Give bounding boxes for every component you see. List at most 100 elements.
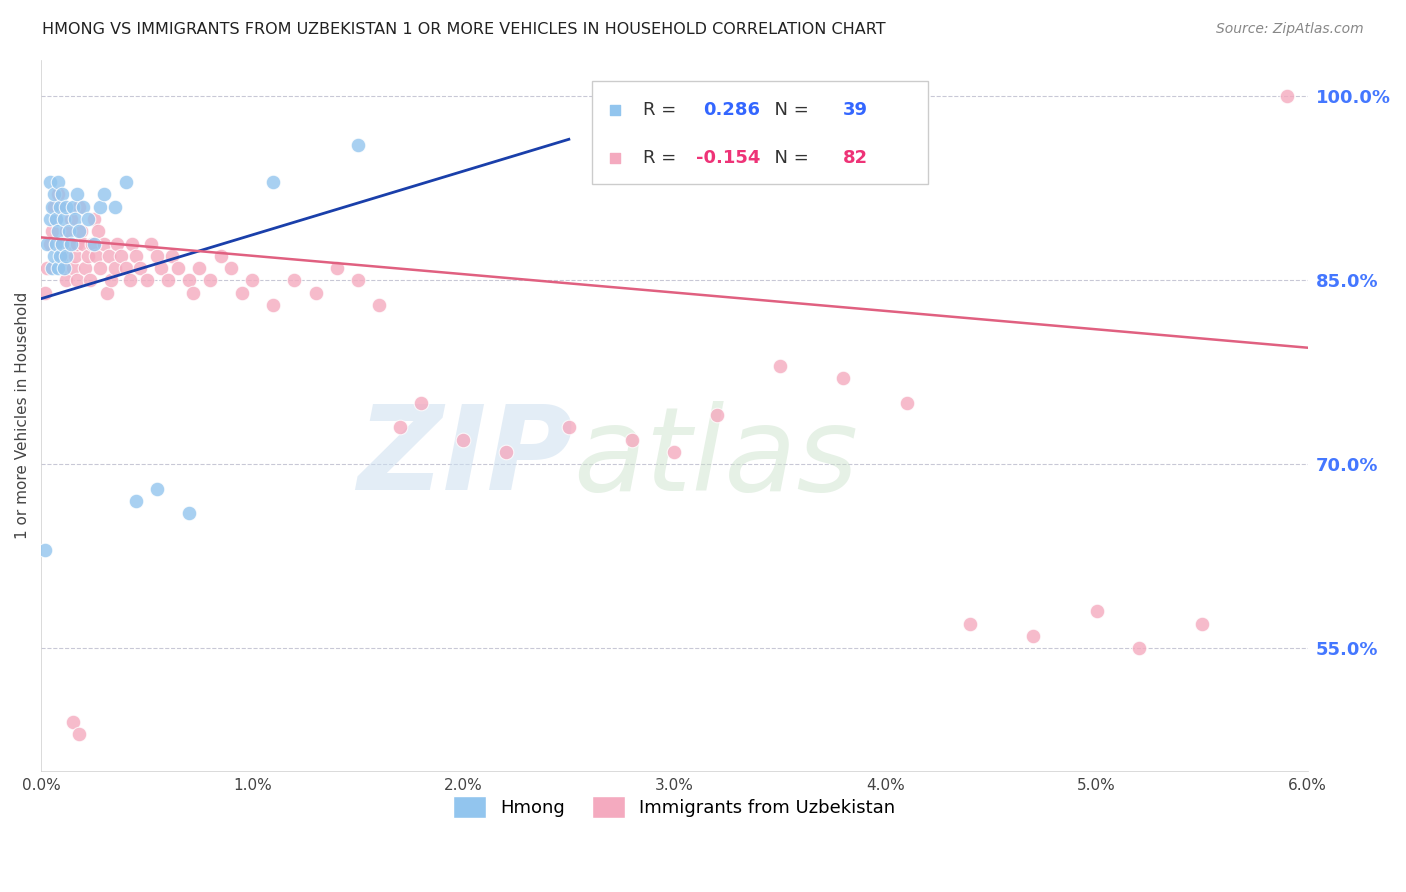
- Point: [262, 175, 284, 189]
- Point: [346, 138, 368, 153]
- Point: [769, 359, 792, 373]
- Point: [558, 420, 581, 434]
- Point: [76, 249, 98, 263]
- Point: [121, 236, 143, 251]
- Point: [63, 249, 86, 263]
- Text: -0.154: -0.154: [696, 149, 761, 168]
- Text: N =: N =: [763, 101, 814, 119]
- Point: [66, 187, 89, 202]
- Point: [46, 260, 69, 275]
- Point: [150, 260, 173, 275]
- Point: [181, 285, 204, 300]
- Point: [105, 236, 128, 251]
- Point: [1022, 629, 1045, 643]
- Text: 39: 39: [842, 101, 868, 119]
- Point: [96, 285, 118, 300]
- Text: 82: 82: [842, 149, 868, 168]
- Point: [1191, 616, 1213, 631]
- Point: [45, 236, 67, 251]
- Point: [59, 211, 82, 226]
- Point: [53, 260, 76, 275]
- Point: [49, 236, 72, 251]
- Point: [110, 249, 132, 263]
- Point: [100, 273, 122, 287]
- Point: [38, 211, 60, 226]
- Point: [125, 494, 148, 508]
- Point: [51, 187, 73, 202]
- Point: [41, 260, 63, 275]
- Point: [621, 433, 644, 447]
- Point: [63, 211, 86, 226]
- Point: [41, 224, 63, 238]
- Point: [167, 260, 190, 275]
- Point: [46, 175, 69, 189]
- Bar: [592, 81, 928, 184]
- Point: [41, 200, 63, 214]
- Point: [70, 224, 93, 238]
- Point: [896, 396, 918, 410]
- Point: [51, 200, 73, 214]
- Point: [104, 200, 127, 214]
- Point: [93, 187, 115, 202]
- Point: [1128, 641, 1150, 656]
- Point: [58, 236, 80, 251]
- Point: [231, 285, 253, 300]
- Text: R =: R =: [643, 101, 682, 119]
- Point: [160, 249, 183, 263]
- Point: [51, 249, 73, 263]
- Point: [67, 224, 90, 238]
- Point: [135, 273, 157, 287]
- Point: [72, 200, 94, 214]
- Point: [55, 224, 77, 238]
- Point: [83, 236, 105, 251]
- Point: [177, 506, 200, 520]
- Point: [388, 420, 411, 434]
- Point: [80, 236, 103, 251]
- Point: [34, 543, 56, 558]
- Point: [1085, 604, 1108, 618]
- Point: [55, 200, 77, 214]
- Point: [66, 236, 89, 251]
- Point: [34, 285, 56, 300]
- Point: [38, 175, 60, 189]
- Point: [53, 260, 76, 275]
- Point: [156, 273, 179, 287]
- Point: [346, 273, 368, 287]
- Point: [58, 224, 80, 238]
- Point: [146, 482, 169, 496]
- Point: [42, 200, 65, 214]
- Point: [53, 211, 76, 226]
- Point: [129, 260, 152, 275]
- Point: [97, 249, 120, 263]
- Point: [283, 273, 305, 287]
- Point: [664, 445, 686, 459]
- Point: [832, 371, 855, 385]
- Text: ZIP: ZIP: [357, 401, 574, 516]
- Point: [67, 727, 90, 741]
- Point: [262, 298, 284, 312]
- Legend: Hmong, Immigrants from Uzbekistan: Hmong, Immigrants from Uzbekistan: [446, 789, 903, 826]
- Point: [42, 187, 65, 202]
- Point: [409, 396, 432, 410]
- Point: [139, 236, 162, 251]
- Point: [62, 200, 84, 214]
- Point: [89, 200, 111, 214]
- Point: [37, 236, 59, 251]
- Text: R =: R =: [643, 149, 682, 168]
- Point: [104, 260, 127, 275]
- Point: [367, 298, 389, 312]
- Point: [67, 200, 90, 214]
- Point: [146, 249, 169, 263]
- Point: [76, 211, 98, 226]
- Point: [46, 224, 69, 238]
- Point: [188, 260, 211, 275]
- Point: [79, 273, 101, 287]
- Point: [495, 445, 517, 459]
- Point: [42, 249, 65, 263]
- Text: 0.286: 0.286: [703, 101, 761, 119]
- Point: [75, 260, 97, 275]
- Point: [62, 260, 84, 275]
- Point: [51, 236, 73, 251]
- Point: [453, 433, 475, 447]
- Point: [114, 260, 136, 275]
